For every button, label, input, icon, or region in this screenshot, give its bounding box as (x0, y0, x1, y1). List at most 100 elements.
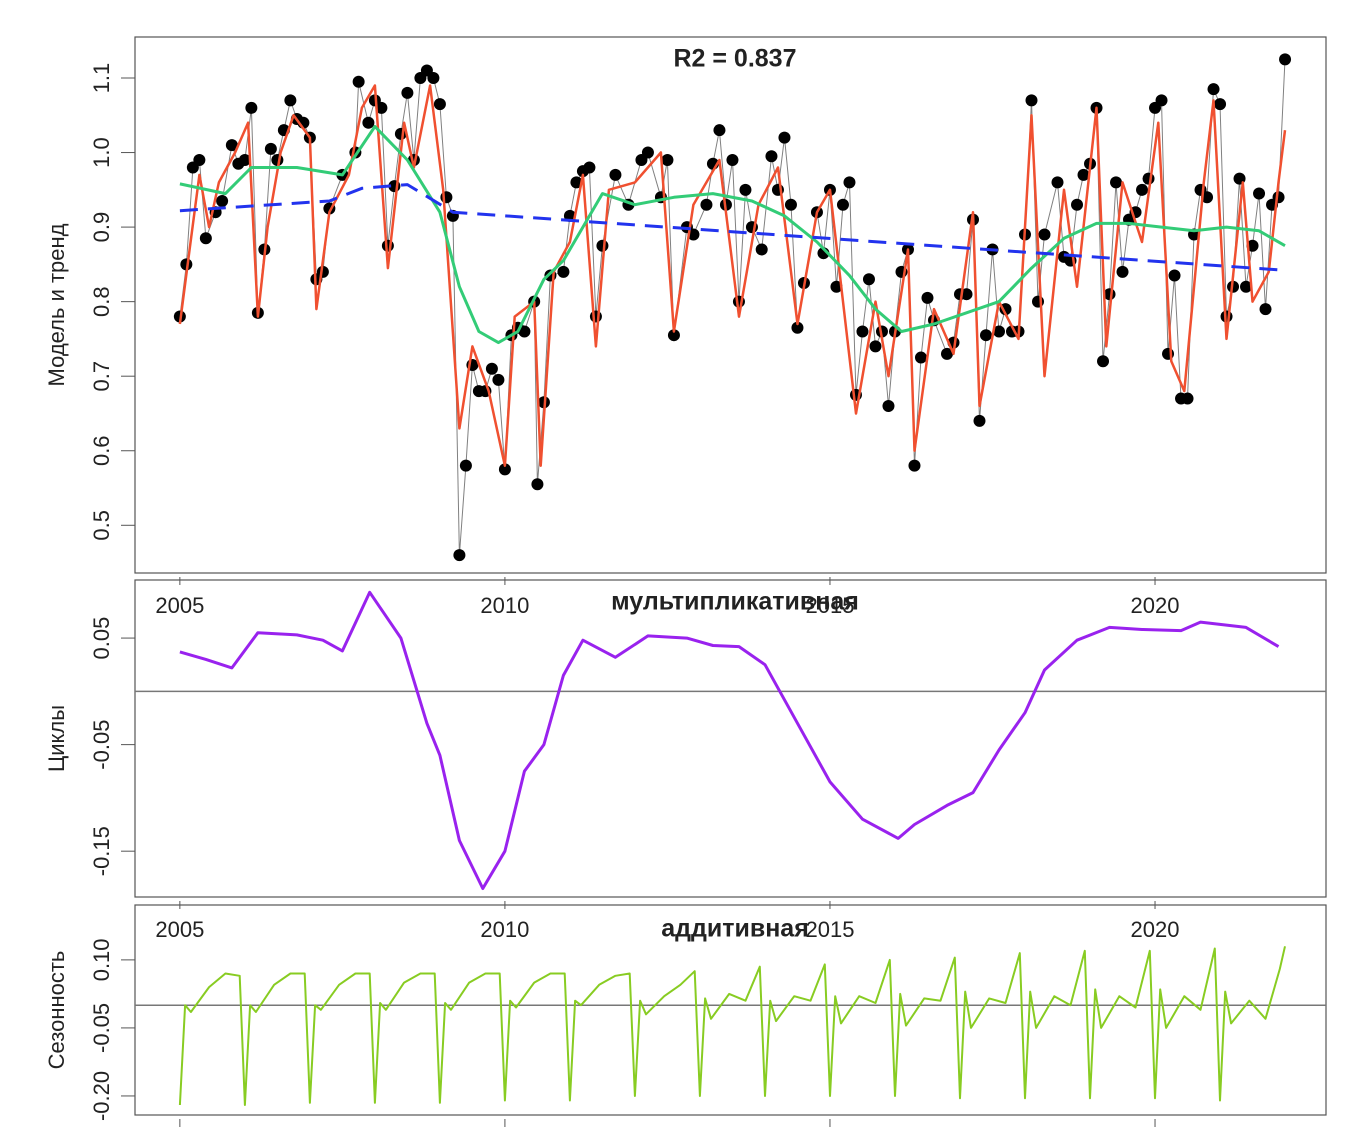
plot-frame (134, 904, 1327, 1116)
data-point (862, 273, 875, 286)
y-tick-label: 0.5 (89, 510, 114, 541)
data-point (531, 478, 544, 491)
data-point (193, 154, 206, 167)
data-point (1240, 280, 1253, 293)
series-line (179, 125, 1286, 345)
y-tick-label: 1.0 (89, 137, 114, 168)
data-point (661, 154, 674, 167)
x-tick-label: 2010 (480, 593, 529, 618)
data-point (1155, 94, 1168, 107)
data-point (498, 463, 511, 476)
y-tick-label: -0.15 (89, 826, 114, 876)
data-point (1253, 187, 1266, 200)
data-point (755, 243, 768, 256)
data-point (352, 75, 365, 88)
data-point (427, 72, 440, 85)
data-point (1116, 265, 1129, 278)
data-point (1214, 98, 1227, 111)
x-tick-label: 2020 (1131, 593, 1180, 618)
panel-title: мультипликативная (611, 588, 859, 616)
data-point (778, 131, 791, 144)
plot-frame (134, 36, 1327, 574)
x-tick-label: 2020 (1131, 917, 1180, 942)
y-tick-label: 0.8 (89, 286, 114, 317)
data-point (836, 198, 849, 211)
x-tick-label: 2015 (805, 593, 854, 618)
data-point (1142, 172, 1155, 185)
data-point (1136, 183, 1149, 196)
y-tick-label: -0.05 (89, 720, 114, 770)
data-point (992, 325, 1005, 338)
data-point (433, 98, 446, 111)
series-line (179, 183, 1286, 272)
data-point (238, 154, 251, 167)
data-point (726, 154, 739, 167)
data-point (960, 288, 973, 301)
data-point (882, 400, 895, 413)
data-point (596, 239, 609, 252)
data-point (765, 150, 778, 163)
data-point (713, 124, 726, 137)
data-point (843, 176, 856, 189)
y-tick-label: 1.1 (89, 63, 114, 94)
data-point (557, 265, 570, 278)
data-point (216, 195, 229, 208)
data-point (453, 549, 466, 562)
data-point (869, 340, 882, 353)
data-point (1025, 94, 1038, 107)
y-axis-label: Циклы (44, 705, 69, 772)
data-point (914, 351, 927, 364)
y-tick-label: -0.20 (89, 1071, 114, 1121)
data-point (979, 329, 992, 342)
data-point (1077, 168, 1090, 181)
data-point (830, 280, 843, 293)
data-point (264, 142, 277, 155)
data-point (180, 258, 193, 271)
data-point (518, 325, 531, 338)
data-point (1071, 198, 1084, 211)
data-point (225, 139, 238, 152)
data-point (1259, 303, 1272, 316)
data-point (921, 291, 934, 304)
data-point (856, 325, 869, 338)
data-point (245, 101, 258, 114)
data-point (362, 116, 375, 129)
data-point (1110, 176, 1123, 189)
y-axis-label: Сезонность (44, 951, 69, 1070)
data-point (1168, 269, 1181, 282)
panel-title: R2 = 0.837 (673, 45, 796, 73)
plot-frame (134, 579, 1327, 898)
data-point (667, 329, 680, 342)
x-tick-label: 2005 (155, 593, 204, 618)
data-point (784, 198, 797, 211)
data-point (739, 183, 752, 196)
x-tick-label: 2010 (480, 917, 529, 942)
data-point (1181, 392, 1194, 405)
data-point (1246, 239, 1259, 252)
data-point (492, 373, 505, 386)
data-point (908, 459, 921, 472)
data-point (973, 414, 986, 427)
data-point (641, 146, 654, 159)
y-tick-label: -0.05 (89, 1003, 114, 1053)
data-point (375, 101, 388, 114)
y-tick-label: 0.10 (89, 938, 114, 981)
x-tick-label: 2015 (805, 917, 854, 942)
data-point (1207, 83, 1220, 96)
data-point (570, 176, 583, 189)
data-point (1097, 355, 1110, 368)
series-line (178, 84, 1287, 467)
x-tick-label: 2005 (155, 917, 204, 942)
data-point (583, 161, 596, 174)
data-point (609, 168, 622, 181)
data-point (700, 198, 713, 211)
data-point (459, 459, 472, 472)
y-tick-label: 0.05 (89, 617, 114, 660)
y-tick-label: 0.6 (89, 435, 114, 466)
data-point (401, 86, 414, 99)
data-point (1051, 176, 1064, 189)
series-line (179, 59, 1286, 556)
series-line (179, 590, 1280, 890)
